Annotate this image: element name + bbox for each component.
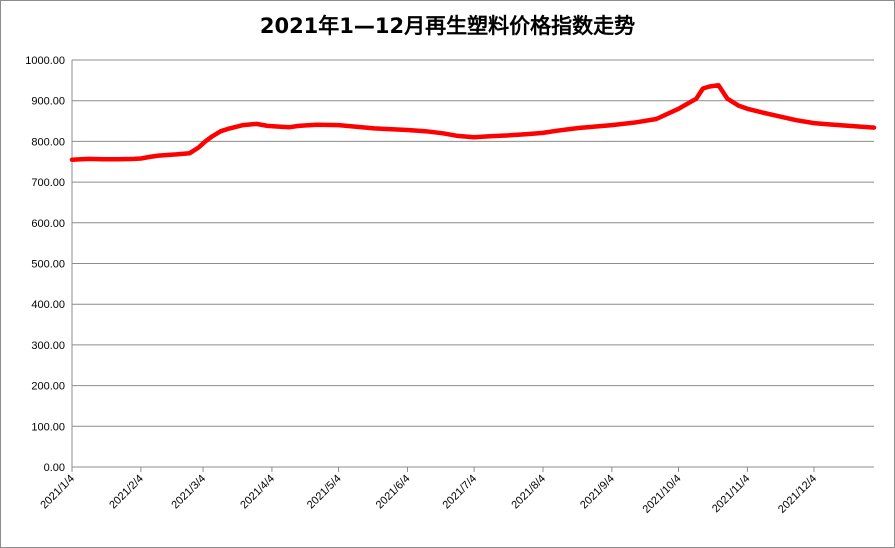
x-tick-label: 2021/5/4 <box>305 473 344 512</box>
y-tick-label: 800.00 <box>31 136 65 148</box>
x-tick-label: 2021/10/4 <box>641 473 684 516</box>
series-line <box>69 82 877 162</box>
x-tick-label: 2021/9/4 <box>578 473 617 512</box>
x-tick-label: 2021/4/4 <box>238 473 277 512</box>
x-tick-label: 2021/7/4 <box>440 473 479 512</box>
y-tick-label: 100.00 <box>31 421 65 433</box>
y-tick-label: 300.00 <box>31 340 65 352</box>
x-tick-label: 2021/1/4 <box>38 473 77 512</box>
x-tick-label: 2021/3/4 <box>169 473 208 512</box>
x-tick-label: 2021/2/4 <box>107 473 146 512</box>
y-tick-label: 500.00 <box>31 259 65 271</box>
y-tick-label: 600.00 <box>31 218 65 230</box>
y-tick-label: 900.00 <box>31 96 65 108</box>
x-tick-label: 2021/12/4 <box>776 473 819 516</box>
x-tick-label: 2021/6/4 <box>374 473 413 512</box>
x-tick-label: 2021/8/4 <box>509 473 548 512</box>
y-tick-label: 400.00 <box>31 299 65 311</box>
chart-title: 2021年1—12月再生塑料价格指数走势 <box>259 14 636 38</box>
y-tick-label: 1000.00 <box>25 55 65 67</box>
y-tick-label: 0.00 <box>44 462 65 474</box>
x-tick-label: 2021/11/4 <box>710 473 753 516</box>
y-tick-label: 200.00 <box>31 381 65 393</box>
y-tick-label: 700.00 <box>31 177 65 189</box>
